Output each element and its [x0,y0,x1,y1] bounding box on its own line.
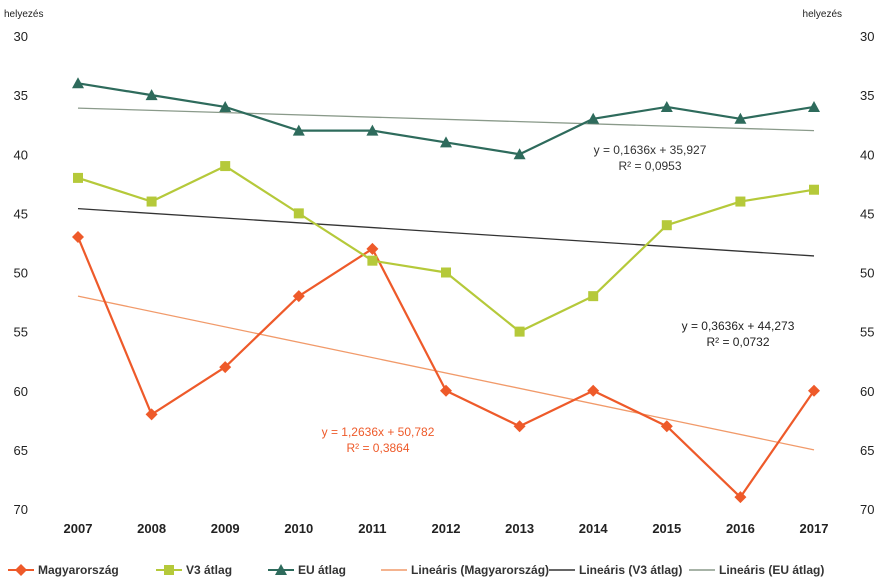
y-tick-right: 60 [860,384,874,399]
data-point-diamond [366,242,379,255]
x-tick-label: 2008 [137,521,166,536]
data-point-triangle [145,89,158,101]
y-tick-right: 65 [860,443,874,458]
y-tick-left: 40 [14,147,28,162]
x-tick-label: 2010 [284,521,313,536]
y-tick-right: 45 [860,206,874,221]
trend-equation: y = 0,1636x + 35,927 [594,143,707,157]
trendline [77,207,815,257]
trend-equation: y = 0,3636x + 44,273 [682,319,795,333]
data-point-square [735,196,746,207]
x-tick-label: 2012 [432,521,461,536]
legend-label: EU átlag [298,563,346,577]
y-tick-left: 70 [14,502,28,517]
data-point-diamond [219,361,232,374]
data-point-square [293,208,304,219]
data-point-triangle [275,564,287,575]
trend-r-squared: R² = 0,0732 [706,335,769,349]
legend: Magyarország V3 átlag EU átlag Lineáris (Ma… [8,563,824,577]
data-point-triangle [734,112,747,124]
data-point-square [146,196,157,207]
x-tick-label: 2017 [800,521,829,536]
y-tick-right: 55 [860,325,874,340]
y-axis-label-right: helyezés [803,9,842,20]
y-ticks: helyezés helyezés 30 30 35 35 40 40 45 45 50 50 55 55… [4,9,874,517]
legend-label: Magyarország [38,563,119,577]
data-point-square [73,172,83,183]
data-point-triangle [219,100,232,112]
series-markers [72,77,820,504]
y-tick-right: 35 [860,88,874,103]
data-point-triangle [587,112,600,124]
trendline [77,295,815,451]
x-tick-label: 2015 [652,521,681,536]
data-point-diamond [808,384,820,397]
data-point-square [441,267,451,278]
trend-r-squared: R² = 0,0953 [618,159,681,173]
x-tick-label: 2009 [211,521,240,536]
data-point-triangle [660,100,673,112]
x-tick-label: 2011 [358,521,386,536]
data-point-diamond [440,384,452,397]
data-point-diamond [72,231,84,244]
x-tick-label: 2016 [726,521,755,536]
trendline [77,107,815,132]
trend-r-squared: R² = 0,3864 [346,441,409,455]
y-tick-right: 50 [860,266,874,281]
data-point-triangle [366,124,379,136]
x-tick-label: 2013 [505,521,534,536]
y-tick-right: 40 [860,147,874,162]
y-tick-left: 65 [14,443,28,458]
data-point-triangle [513,148,526,160]
data-point-diamond [292,290,305,303]
trend-equation: y = 1,2636x + 50,782 [322,425,435,439]
y-tick-left: 30 [14,29,28,44]
y-tick-left: 55 [14,325,28,340]
y-tick-left: 45 [14,206,28,221]
data-point-triangle [72,77,84,89]
legend-label: V3 átlag [186,563,232,577]
data-point-square [514,326,525,337]
y-tick-left: 50 [14,266,28,281]
data-point-diamond [15,564,27,576]
y-axis-label-left: helyezés [4,9,43,20]
trend-equations: y = 1,2636x + 50,782 R² = 0,3864 y = 0,363… [322,143,795,455]
x-tick-label: 2007 [64,521,93,536]
x-ticks: 2007 2008 2009 2010 2011 2012 2013 2014 2015 2016… [64,521,829,536]
data-point-square [588,291,599,302]
legend-label: Lineáris (V3 átlag) [579,563,682,577]
trendlines [77,107,815,451]
data-point-diamond [734,491,747,504]
legend-label: Lineáris (EU átlag) [719,563,824,577]
data-point-square [220,161,231,172]
y-tick-left: 60 [14,384,28,399]
x-tick-label: 2014 [579,521,609,536]
data-point-diamond [513,420,526,433]
data-point-diamond [145,408,158,421]
data-point-square [164,565,174,575]
data-point-triangle [292,124,305,136]
legend-label: Lineáris (Magyarország) [411,563,549,577]
data-point-square [367,255,378,266]
data-point-diamond [587,384,600,397]
data-point-triangle [440,136,452,148]
data-point-triangle [808,100,820,112]
data-point-square [809,184,819,195]
y-tick-right: 30 [860,29,874,44]
data-point-square [661,220,672,231]
y-tick-right: 70 [860,502,874,517]
data-point-diamond [660,420,673,433]
y-tick-left: 35 [14,88,28,103]
